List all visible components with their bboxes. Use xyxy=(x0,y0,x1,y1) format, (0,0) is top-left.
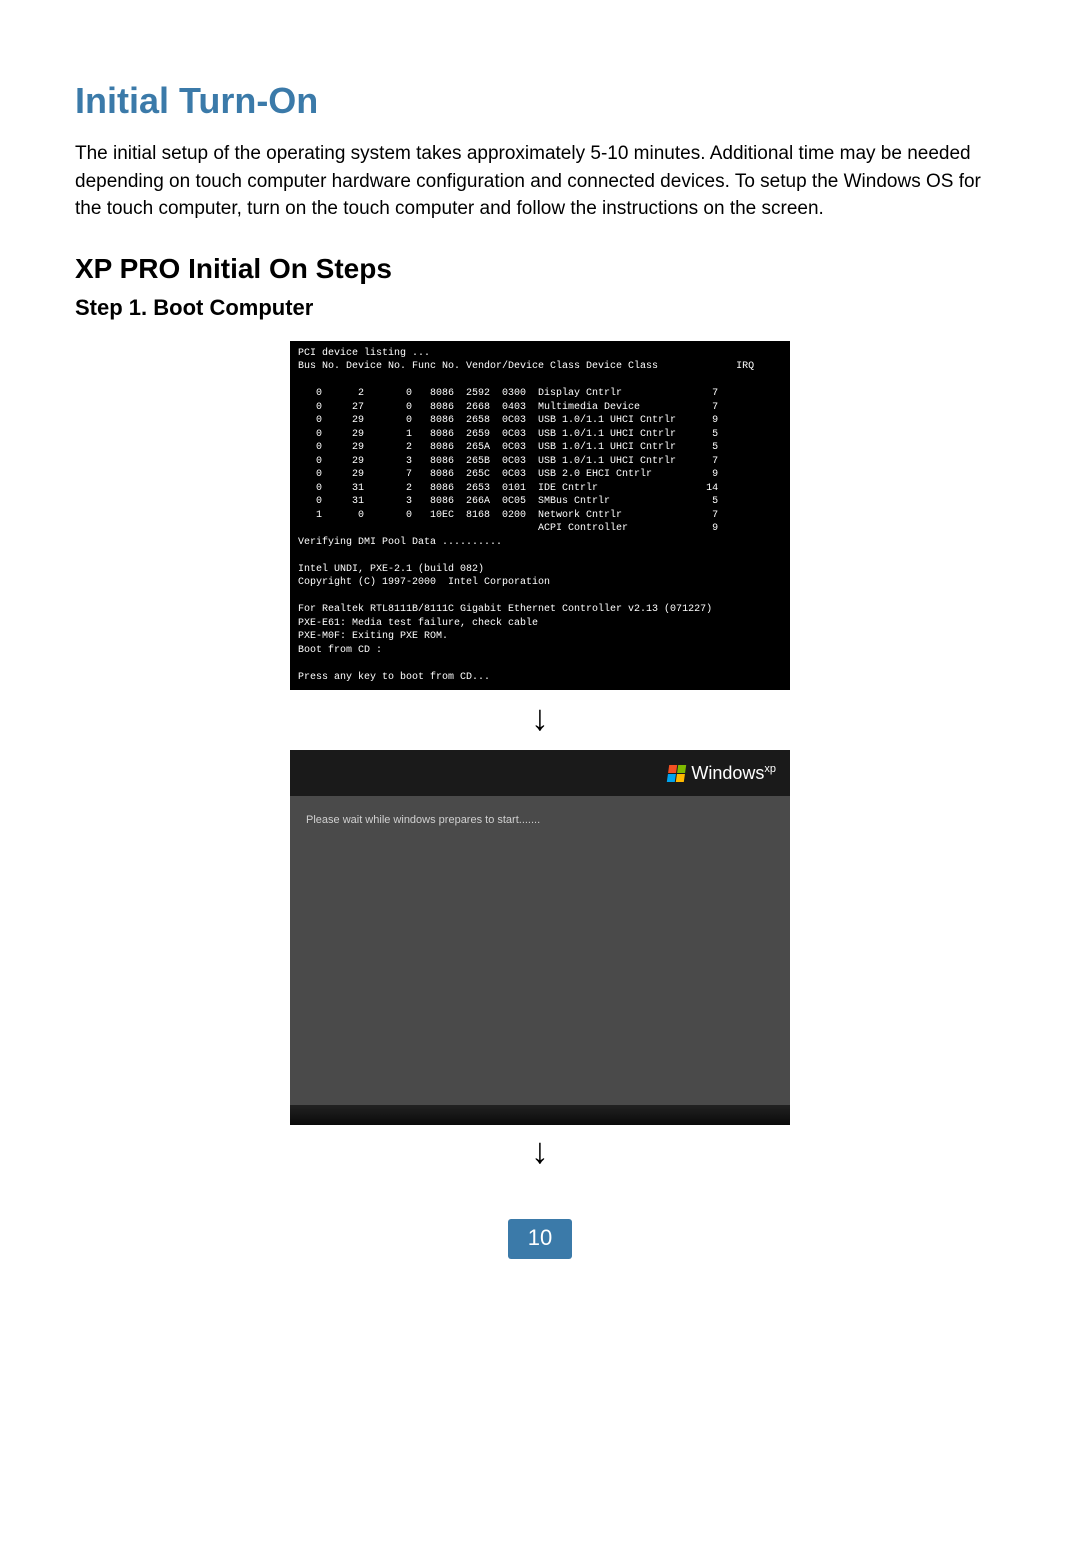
xp-topbar: Windowsxp xyxy=(290,750,790,796)
xp-wait-text: Please wait while windows prepares to st… xyxy=(290,796,790,844)
step-heading: Step 1. Boot Computer xyxy=(75,295,1005,321)
bios-screenshot: PCI device listing ... Bus No. Device No… xyxy=(290,341,790,691)
windows-brand-text: Windows xyxy=(691,763,764,783)
page-number: 10 xyxy=(508,1219,572,1259)
section-subtitle: XP PRO Initial On Steps xyxy=(75,253,1005,285)
intro-paragraph: The initial setup of the operating syste… xyxy=(75,140,1005,223)
arrow-down-icon: ↓ xyxy=(75,700,1005,736)
xp-loading-screenshot: Windowsxp Please wait while windows prep… xyxy=(290,750,790,1125)
xp-bottombar xyxy=(290,1105,790,1125)
windows-flag-icon xyxy=(667,765,686,782)
page-title: Initial Turn-On xyxy=(75,80,1005,122)
arrow-down-icon: ↓ xyxy=(75,1133,1005,1169)
windows-logo: Windowsxp xyxy=(668,763,776,784)
windows-xp-suffix: xp xyxy=(764,763,776,775)
